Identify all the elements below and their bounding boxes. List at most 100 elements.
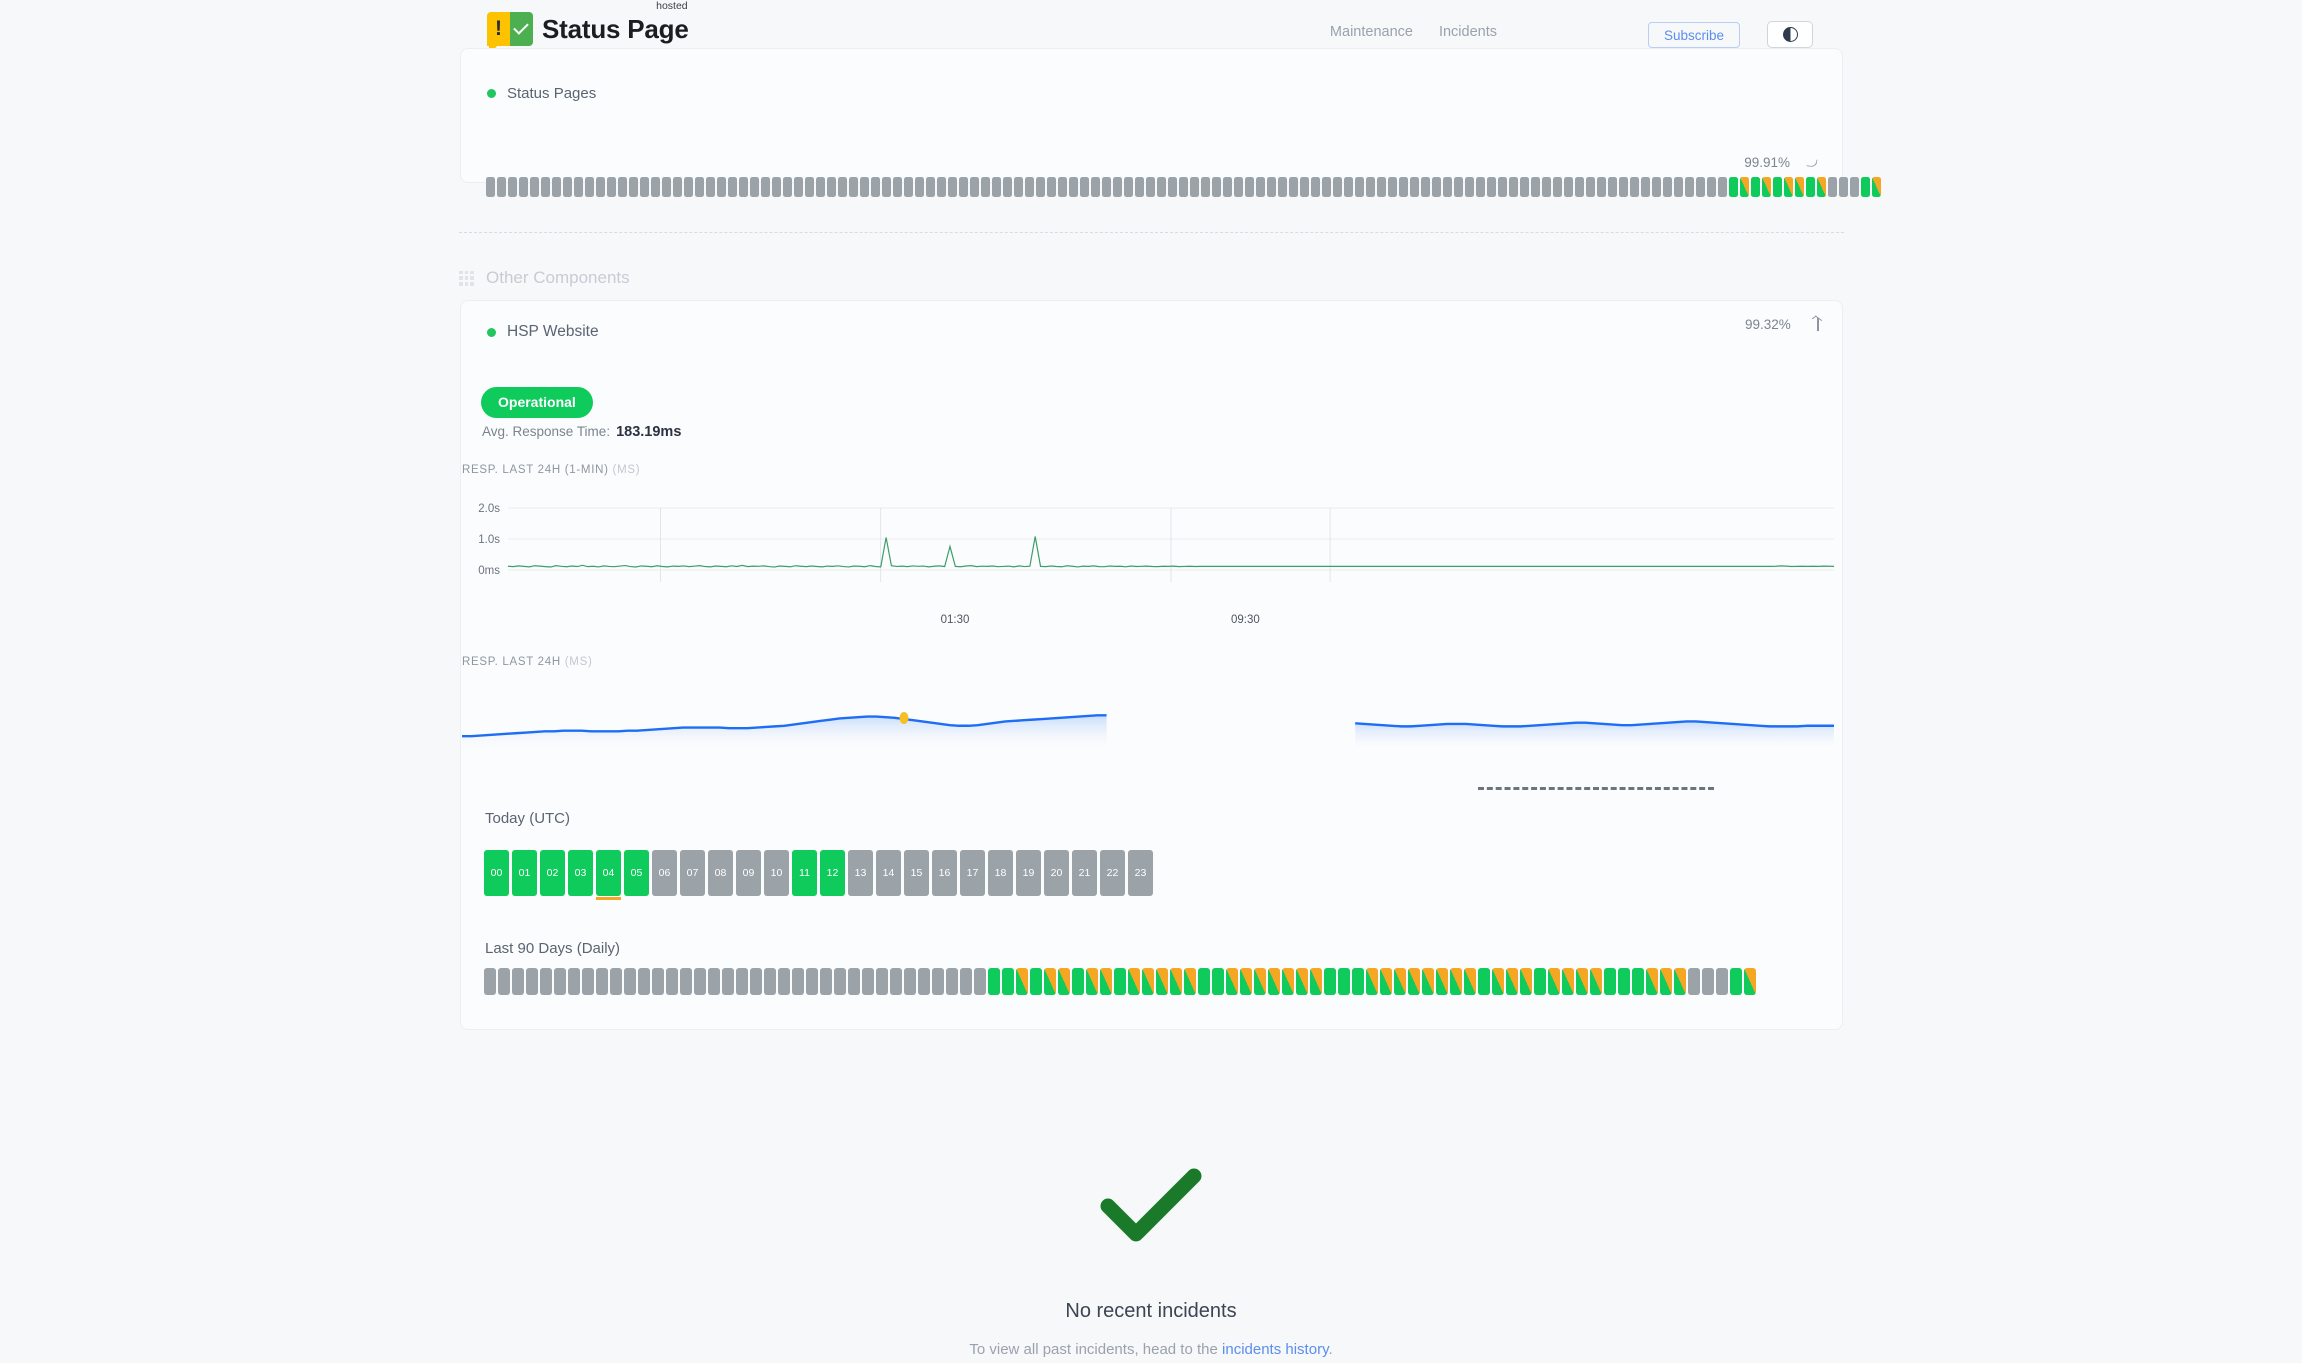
uptime-bar[interactable] [1025,177,1034,197]
uptime-bar[interactable] [893,177,902,197]
uptime-bar[interactable] [519,177,528,197]
day-bar[interactable] [484,968,496,995]
uptime-bar[interactable] [552,177,561,197]
uptime-bar[interactable] [827,177,836,197]
hour-bar[interactable]: 00 [484,850,509,896]
day-bar[interactable] [862,968,874,995]
uptime-bar[interactable] [1575,177,1584,197]
day-bar[interactable] [1366,968,1378,995]
hour-bar[interactable]: 19 [1016,850,1041,896]
day-bar[interactable] [792,968,804,995]
uptime-bar[interactable] [1091,177,1100,197]
day-bar[interactable] [848,968,860,995]
uptime-bar[interactable] [1014,177,1023,197]
uptime-bar[interactable] [563,177,572,197]
uptime-bar[interactable] [1641,177,1650,197]
uptime-bar[interactable] [970,177,979,197]
uptime-bar[interactable] [1718,177,1727,197]
uptime-bar[interactable] [1443,177,1452,197]
day-bar[interactable] [988,968,1000,995]
hour-bar[interactable]: 22 [1100,850,1125,896]
response-time-line-chart[interactable]: 2.0s 1.0s 0ms [462,500,1835,620]
uptime-bar[interactable] [1003,177,1012,197]
day-bar[interactable] [778,968,790,995]
uptime-bar[interactable] [1234,177,1243,197]
uptime-bar[interactable] [750,177,759,197]
uptime-bar[interactable] [1784,177,1793,197]
hour-bar[interactable]: 13 [848,850,873,896]
day-bar[interactable] [1702,968,1714,995]
day-bar[interactable] [834,968,846,995]
uptime-bar[interactable] [1685,177,1694,197]
day-bar[interactable] [680,968,692,995]
uptime-bar[interactable] [618,177,627,197]
day-bar[interactable] [1422,968,1434,995]
day-bar[interactable] [1296,968,1308,995]
day-bar[interactable] [554,968,566,995]
day-bar[interactable] [1142,968,1154,995]
uptime-bar[interactable] [739,177,748,197]
hour-bar[interactable]: 21 [1072,850,1097,896]
uptime-bar[interactable] [1080,177,1089,197]
day-bar[interactable] [540,968,552,995]
uptime-bar[interactable] [948,177,957,197]
day-bar[interactable] [1464,968,1476,995]
status-pages-header[interactable]: Status Pages [487,85,596,102]
uptime-bar[interactable] [805,177,814,197]
uptime-bar[interactable] [695,177,704,197]
nav-item-incidents[interactable]: Incidents [1438,24,1497,40]
day-bar[interactable] [1576,968,1588,995]
uptime-bar[interactable] [673,177,682,197]
hour-bar[interactable]: 11 [792,850,817,896]
arrow-up-icon[interactable] [1811,315,1824,332]
day-bar[interactable] [596,968,608,995]
uptime-bar[interactable] [1113,177,1122,197]
uptime-bar[interactable] [1168,177,1177,197]
uptime-bar[interactable] [959,177,968,197]
day-bar[interactable] [904,968,916,995]
uptime-bar[interactable] [1355,177,1364,197]
day-bar[interactable] [1744,968,1756,995]
day-bar[interactable] [1226,968,1238,995]
uptime-bar[interactable] [1542,177,1551,197]
uptime-bar[interactable] [1179,177,1188,197]
day-bar[interactable] [820,968,832,995]
uptime-bar[interactable] [871,177,880,197]
day-bar[interactable] [498,968,510,995]
uptime-bar[interactable] [1729,177,1738,197]
day-bar[interactable] [1282,968,1294,995]
uptime-bar[interactable] [1707,177,1716,197]
day-bar[interactable] [1450,968,1462,995]
response-time-area-chart[interactable] [462,688,1834,818]
uptime-bar[interactable] [1773,177,1782,197]
uptime-bar[interactable] [1124,177,1133,197]
uptime-bar[interactable] [1828,177,1837,197]
day-bar[interactable] [1352,968,1364,995]
hour-bar[interactable]: 02 [540,850,565,896]
hour-bar[interactable]: 01 [512,850,537,896]
uptime-bar[interactable] [1465,177,1474,197]
uptime-bar[interactable] [585,177,594,197]
uptime-bar[interactable] [1432,177,1441,197]
uptime-bar[interactable] [1531,177,1540,197]
day-bar[interactable] [1072,968,1084,995]
uptime-bar[interactable] [1377,177,1386,197]
day-bar[interactable] [1310,968,1322,995]
uptime-bar[interactable] [1289,177,1298,197]
uptime-bar[interactable] [1135,177,1144,197]
uptime-bar[interactable] [1157,177,1166,197]
uptime-bar[interactable] [1399,177,1408,197]
day-bar[interactable] [1212,968,1224,995]
today-hour-bars[interactable]: 00 01 02 03 04 05 06 07 08 09 10 11 12 13 14 15 16 17 18 19… [484,850,1153,900]
uptime-strip-status-pages[interactable] [486,177,1881,197]
day-bar[interactable] [1198,968,1210,995]
uptime-bar[interactable] [860,177,869,197]
day-bar[interactable] [1562,968,1574,995]
hour-bar[interactable]: 06 [652,850,677,896]
uptime-bar[interactable] [1751,177,1760,197]
hour-bar[interactable]: 04 [596,850,621,900]
uptime-bar[interactable] [596,177,605,197]
day-bar[interactable] [1100,968,1112,995]
uptime-bar[interactable] [816,177,825,197]
uptime-bar[interactable] [1839,177,1848,197]
